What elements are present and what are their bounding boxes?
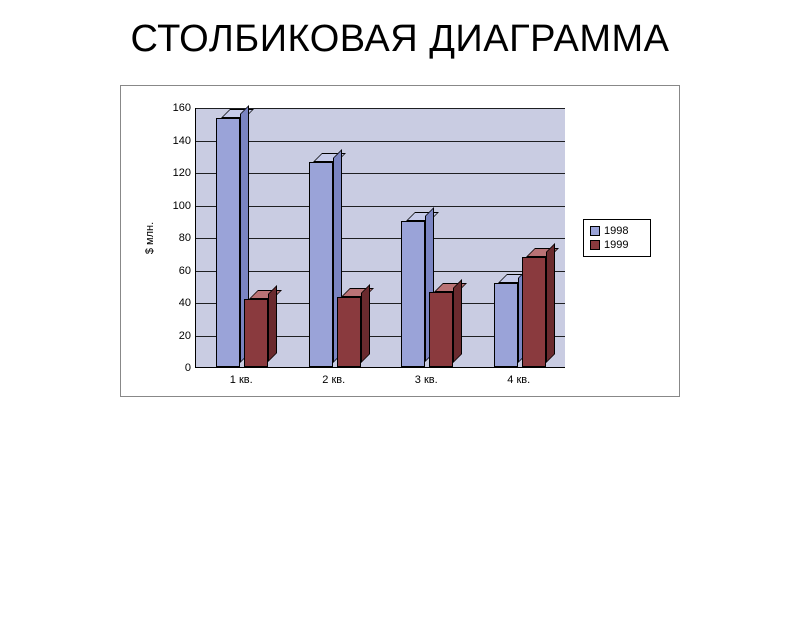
page-title: СТОЛБИКОВАЯ ДИАГРАММА bbox=[0, 18, 800, 61]
bar bbox=[244, 299, 268, 367]
x-axis-ticks: 1 кв.2 кв.3 кв.4 кв. bbox=[195, 368, 565, 386]
gridline bbox=[196, 173, 565, 174]
y-tick-label: 160 bbox=[173, 102, 191, 114]
legend-item: 1998 bbox=[590, 224, 644, 238]
bar bbox=[401, 221, 425, 367]
bar bbox=[494, 283, 518, 368]
x-tick-label: 1 кв. bbox=[195, 368, 288, 386]
legend-swatch bbox=[590, 226, 600, 236]
bar bbox=[429, 292, 453, 367]
x-tick-label: 2 кв. bbox=[288, 368, 381, 386]
gridline bbox=[196, 271, 565, 272]
y-axis-ticks: 020406080100120140160 bbox=[163, 108, 195, 368]
chart-container: $ млн. 0 20 40 60 80 100 120 140 160 1998 1999 1 … bbox=[120, 85, 680, 397]
legend-swatch bbox=[590, 240, 600, 250]
bar bbox=[309, 162, 333, 367]
y-tick-label: 140 bbox=[173, 135, 191, 147]
gridline bbox=[196, 238, 565, 239]
y-tick-label: 0 bbox=[185, 362, 191, 374]
plot-area bbox=[195, 108, 565, 368]
y-tick-label: 60 bbox=[179, 265, 191, 277]
y-tick-label: 20 bbox=[179, 330, 191, 342]
bar bbox=[337, 297, 361, 367]
y-tick-label: 120 bbox=[173, 167, 191, 179]
y-axis-label: $ млн. bbox=[144, 222, 156, 254]
x-tick-label: 3 кв. bbox=[380, 368, 473, 386]
gridline bbox=[196, 141, 565, 142]
y-tick-label: 40 bbox=[179, 297, 191, 309]
legend-label: 1998 bbox=[604, 225, 628, 237]
legend-item: 1999 bbox=[590, 238, 644, 252]
gridline bbox=[196, 206, 565, 207]
y-tick-label: 100 bbox=[173, 200, 191, 212]
bar bbox=[522, 257, 546, 368]
x-tick-label: 4 кв. bbox=[473, 368, 566, 386]
legend: 1998 1999 bbox=[583, 219, 651, 257]
legend-label: 1999 bbox=[604, 239, 628, 251]
bar bbox=[216, 118, 240, 367]
y-tick-label: 80 bbox=[179, 232, 191, 244]
